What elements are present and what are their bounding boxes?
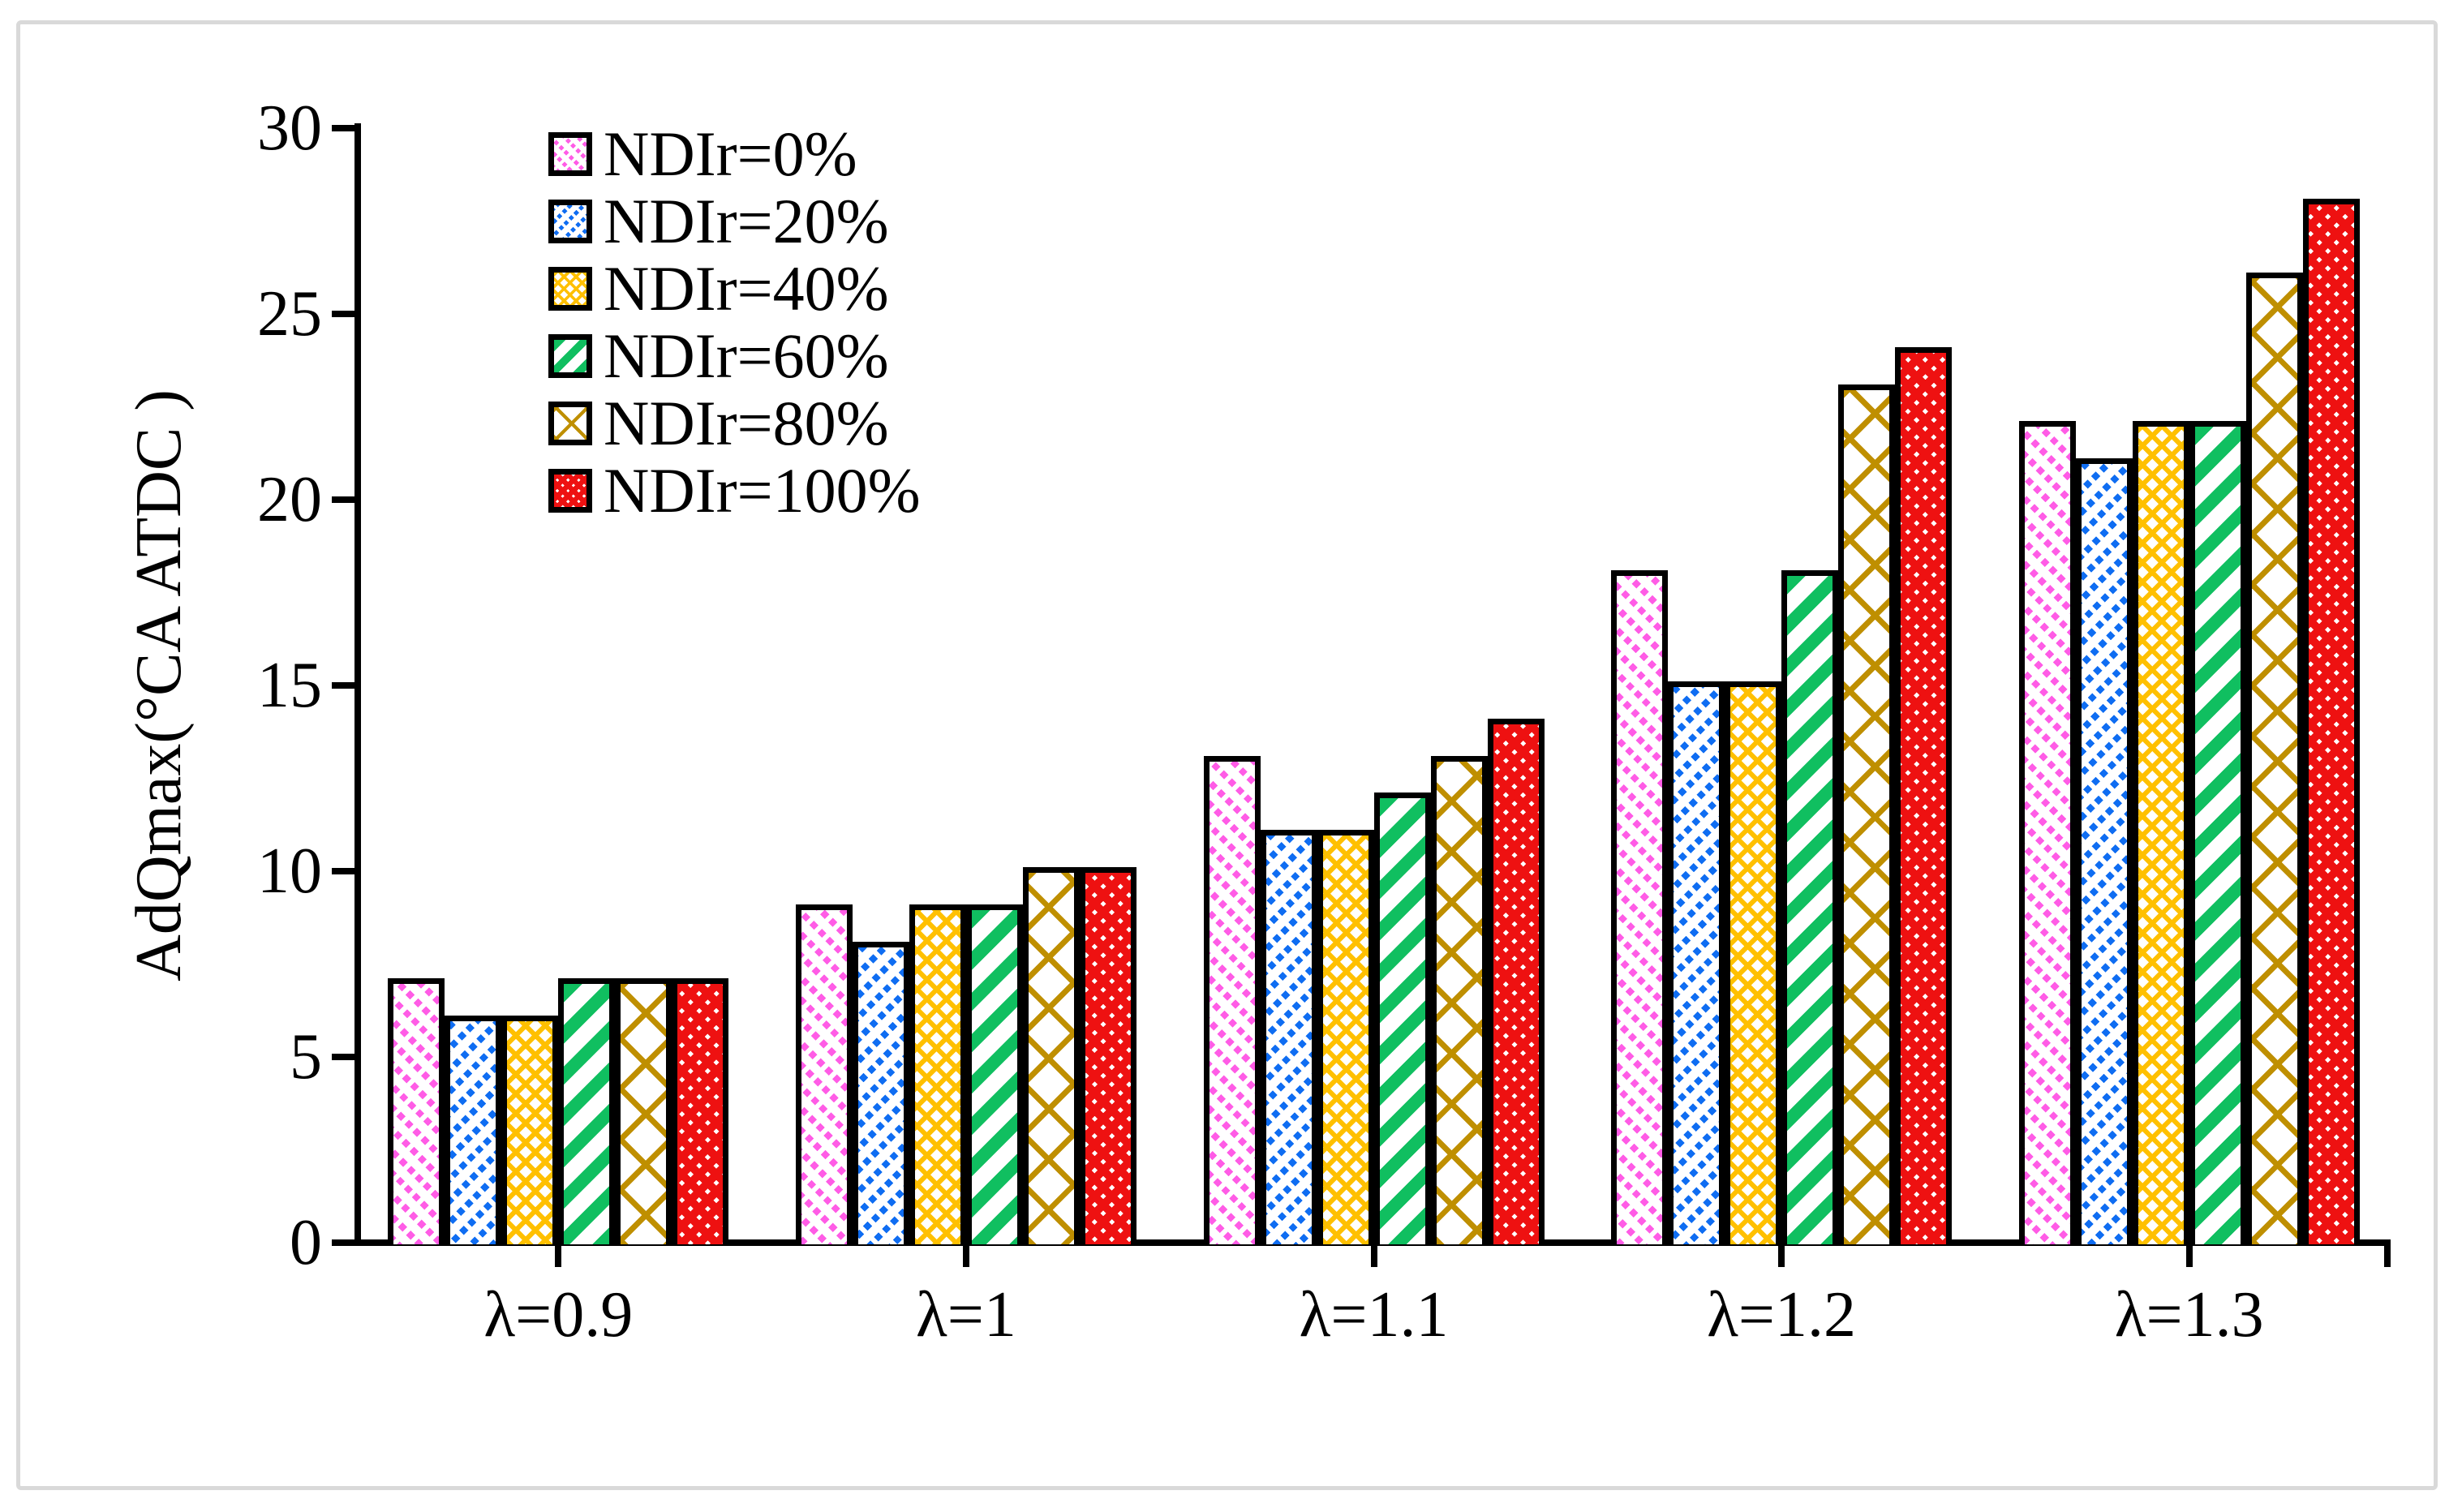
legend: NDIr=0% NDIr=20% NDIr=40% NDIr=60% NDIr=80% N… [548, 120, 921, 524]
bar-NDIr=40%-λ=1.3 [2132, 421, 2189, 1244]
bar-NDIr=40%-λ=1.1 [1317, 830, 1374, 1244]
bar-NDIr=80%-λ=1.3 [2245, 273, 2303, 1244]
y-axis-title: AdQmax(°CA ATDC ) [123, 389, 195, 982]
x-axis-end-tick [2384, 1246, 2391, 1267]
x-tick-5 [2185, 1246, 2193, 1267]
x-tick-2 [962, 1246, 969, 1267]
legend-swatch-NDIr=40% [548, 266, 592, 311]
legend-item-NDIr=80%: NDIr=80% [548, 389, 921, 457]
legend-item-NDIr=0%: NDIr=0% [548, 120, 921, 187]
x-tick-label-3: λ=1.1 [1299, 1279, 1449, 1351]
legend-label-NDIr=80%: NDIr=80% [604, 387, 889, 458]
legend-swatch-NDIr=0% [548, 131, 592, 176]
y-tick-label-10: 10 [257, 835, 322, 907]
legend-item-NDIr=40%: NDIr=40% [548, 255, 921, 322]
bar-NDIr=80%-λ=0.9 [615, 978, 672, 1244]
y-tick-20 [332, 496, 354, 503]
y-tick-label-0: 0 [290, 1207, 322, 1278]
y-tick-5 [332, 1054, 354, 1060]
bar-NDIr=0%-λ=0.9 [388, 978, 445, 1244]
y-tick-label-5: 5 [290, 1021, 322, 1093]
bar-NDIr=0%-λ=1.3 [2018, 421, 2076, 1244]
y-tick-label-30: 30 [257, 92, 322, 164]
x-tick-label-5: λ=1.3 [2114, 1279, 2264, 1351]
bar-NDIr=100%-λ=1.1 [1487, 718, 1545, 1244]
bar-NDIr=40%-λ=1.2 [1725, 681, 1782, 1244]
legend-label-NDIr=0%: NDIr=0% [604, 118, 857, 189]
legend-item-NDIr=20%: NDIr=20% [548, 187, 921, 255]
bar-NDIr=0%-λ=1 [795, 904, 853, 1244]
y-tick-0 [332, 1239, 354, 1246]
bar-NDIr=80%-λ=1.1 [1430, 755, 1488, 1244]
bar-NDIr=100%-λ=1.3 [2302, 198, 2360, 1244]
bar-NDIr=20%-λ=1 [852, 941, 909, 1244]
x-tick-label-1: λ=0.9 [483, 1279, 634, 1351]
bar-NDIr=20%-λ=1.1 [1260, 830, 1317, 1244]
legend-swatch-NDIr=100% [548, 468, 592, 513]
bar-NDIr=60%-λ=1.2 [1781, 569, 1839, 1244]
legend-label-NDIr=40%: NDIr=40% [604, 252, 889, 324]
y-tick-label-20: 20 [257, 464, 322, 535]
y-tick-25 [332, 311, 354, 317]
y-axis-line [354, 123, 361, 1246]
x-tick-label-2: λ=1 [915, 1279, 1016, 1351]
bar-NDIr=0%-λ=1.1 [1203, 755, 1261, 1244]
y-tick-10 [332, 868, 354, 874]
y-tick-30 [332, 125, 354, 131]
x-tick-3 [1370, 1246, 1377, 1267]
legend-swatch-NDIr=80% [548, 401, 592, 445]
legend-label-NDIr=20%: NDIr=20% [604, 185, 889, 256]
bar-NDIr=100%-λ=0.9 [672, 978, 729, 1244]
y-tick-15 [332, 682, 354, 689]
bar-NDIr=100%-λ=1 [1079, 867, 1136, 1244]
legend-label-NDIr=60%: NDIr=60% [604, 320, 889, 391]
bar-NDIr=60%-λ=1.3 [2189, 421, 2246, 1244]
x-tick-label-4: λ=1.2 [1707, 1279, 1857, 1351]
bar-NDIr=60%-λ=0.9 [558, 978, 616, 1244]
bar-NDIr=40%-λ=0.9 [501, 1016, 559, 1244]
bar-NDIr=0%-λ=1.2 [1611, 569, 1669, 1244]
x-tick-1 [555, 1246, 562, 1267]
bar-NDIr=20%-λ=0.9 [445, 1016, 502, 1244]
bar-NDIr=60%-λ=1.1 [1373, 793, 1431, 1244]
bar-NDIr=100%-λ=1.2 [1895, 346, 1953, 1244]
bar-NDIr=60%-λ=1 [965, 904, 1023, 1244]
legend-swatch-NDIr=60% [548, 333, 592, 378]
legend-item-NDIr=100%: NDIr=100% [548, 457, 921, 524]
legend-label-NDIr=100%: NDIr=100% [604, 454, 921, 526]
bar-NDIr=40%-λ=1 [909, 904, 966, 1244]
figure-border [16, 20, 2438, 1490]
y-tick-label-15: 15 [257, 650, 322, 721]
bar-NDIr=80%-λ=1.2 [1838, 384, 1896, 1244]
x-tick-4 [1778, 1246, 1785, 1267]
bar-NDIr=80%-λ=1 [1022, 867, 1080, 1244]
bar-NDIr=20%-λ=1.3 [2075, 458, 2133, 1244]
y-tick-label-25: 25 [257, 278, 322, 350]
legend-swatch-NDIr=20% [548, 199, 592, 243]
legend-item-NDIr=60%: NDIr=60% [548, 322, 921, 389]
bar-NDIr=20%-λ=1.2 [1668, 681, 1725, 1244]
